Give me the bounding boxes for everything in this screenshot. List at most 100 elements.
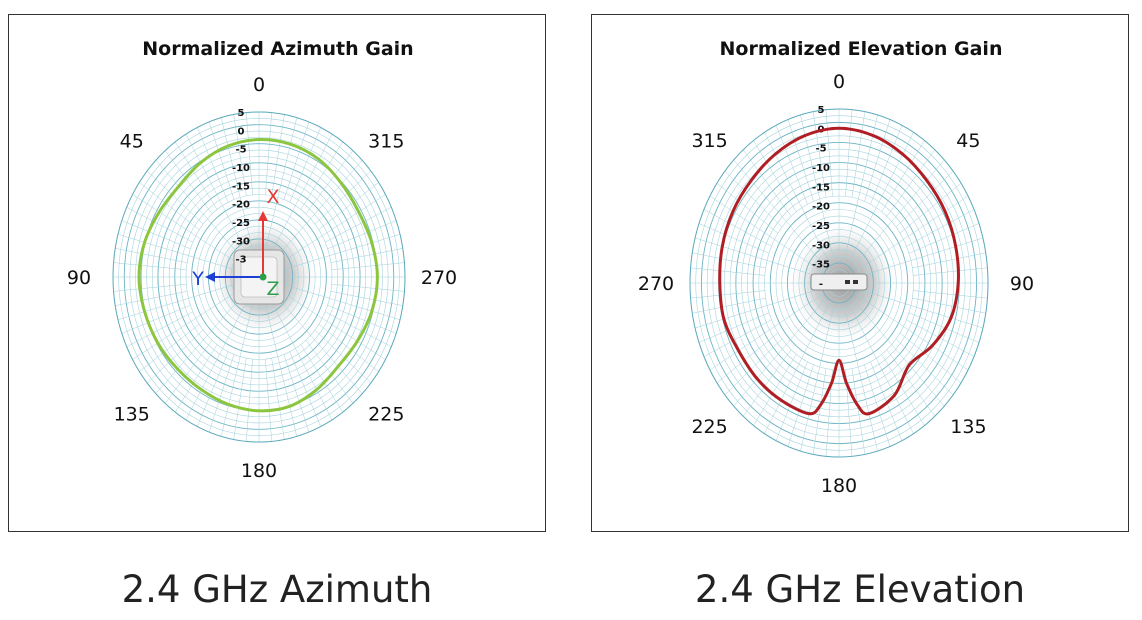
grid-spoke [895, 338, 954, 396]
grid-spoke [899, 332, 962, 383]
y-axis-label: Y [191, 268, 204, 290]
ring-label: -5 [235, 145, 246, 156]
azimuth-chart-panel: Normalized Azimuth Gain 5 0 -5 -10 -15 -20 -25… [8, 14, 546, 532]
grid-spoke [703, 209, 772, 247]
y-axis-arrowhead [205, 272, 215, 282]
grid-spoke [912, 252, 986, 269]
ring-label: -35 [812, 260, 830, 271]
grid-spoke [126, 207, 193, 243]
coordinate-axes: X Y Z [191, 186, 279, 300]
direction-label-90: 90 [67, 267, 91, 289]
grid-spoke [126, 311, 193, 347]
ring-label: 0 [238, 126, 245, 137]
grid-spoke [690, 267, 765, 276]
grid-spoke [800, 303, 835, 452]
grid-spoke [895, 170, 954, 228]
direction-label-315: 315 [691, 130, 727, 152]
grid-spoke [132, 194, 244, 268]
grid-spoke [283, 354, 310, 433]
polar-grid [689, 108, 989, 458]
grid-spoke [764, 300, 831, 434]
grid-spoke [812, 111, 827, 198]
grid-spoke [881, 354, 925, 426]
ring-label: -20 [812, 202, 830, 213]
grid-spoke [908, 312, 980, 343]
grid-spoke [695, 237, 822, 278]
grid-spoke [305, 340, 354, 404]
grid-spoke [155, 290, 247, 394]
ring-label: -20 [232, 200, 250, 211]
grid-spoke [825, 109, 833, 197]
ring-label: 5 [818, 105, 825, 116]
grid-spoke [913, 290, 988, 299]
grid-spoke [854, 195, 969, 273]
direction-label-45: 45 [120, 131, 144, 153]
direction-label-225: 225 [368, 403, 404, 425]
grid-spoke [854, 293, 969, 371]
grid-spoke [208, 121, 235, 200]
grid-spoke [246, 359, 253, 442]
gain-trace [718, 126, 960, 416]
grid-spoke [318, 324, 379, 372]
grid-spoke [695, 288, 822, 329]
grid-outer-ring [689, 108, 989, 458]
grid-spoke [300, 344, 343, 413]
grid-spoke [263, 296, 298, 437]
grid-spoke [132, 286, 244, 360]
grid-spoke [265, 112, 272, 195]
grid-spoke [716, 183, 779, 234]
grid-spoke [305, 150, 354, 214]
grid-spoke [912, 297, 986, 314]
grid-spoke [775, 361, 808, 441]
grid-spoke [283, 121, 310, 200]
direction-label-0: 0 [253, 74, 265, 96]
device-image [810, 273, 868, 291]
grid-outer-ring [112, 111, 406, 443]
grid-spoke [263, 117, 298, 258]
elevation-polar-chart: Normalized Elevation Gain 5 0 -5 -10 -15 -20 -… [638, 38, 1034, 497]
grid-spoke [753, 354, 797, 426]
grid-spoke [271, 290, 363, 394]
grid-spoke [185, 133, 251, 260]
grid-spoke [703, 319, 772, 357]
device-port [845, 280, 850, 284]
grid-spoke [327, 304, 397, 334]
direction-label-180: 180 [821, 475, 857, 497]
direction-label-270: 270 [638, 273, 674, 295]
grid-spoke [314, 170, 372, 225]
grid-spoke [709, 195, 824, 273]
grid-spoke [267, 133, 333, 260]
azimuth-caption: 2.4 GHz Azimuth [121, 568, 433, 611]
x-axis-arrowhead [258, 211, 268, 221]
direction-label-225: 225 [691, 416, 727, 438]
direction-label-0: 0 [833, 71, 845, 93]
ring-label: -30 [232, 236, 250, 247]
grid-spoke [331, 283, 405, 292]
grid-spoke [843, 114, 878, 263]
grid-spoke [267, 294, 333, 421]
grid-spoke [274, 286, 386, 360]
grid-spoke [733, 297, 827, 407]
direction-label-90: 90 [1010, 273, 1034, 295]
grid-spoke [709, 293, 824, 371]
ring-label: -30 [812, 240, 830, 251]
grid-spoke [265, 359, 272, 442]
grid-spoke [175, 141, 218, 210]
grid-spoke [117, 281, 243, 320]
grid-spoke [220, 117, 255, 258]
grid-spoke [113, 283, 187, 292]
grid-spoke [698, 312, 770, 343]
grid-spoke [847, 300, 914, 434]
direction-label-135: 135 [950, 416, 986, 438]
grid-spoke [851, 111, 866, 198]
grid-spoke [913, 267, 988, 276]
grid-spoke [800, 114, 835, 263]
grid-spoke [724, 338, 783, 396]
ring-label: -25 [232, 218, 250, 229]
grid-spoke [724, 170, 783, 228]
grid-spoke [864, 119, 891, 202]
ring-label: -3 [235, 255, 246, 266]
grid-spoke [121, 304, 191, 334]
direction-label-180: 180 [241, 460, 277, 482]
direction-label-45: 45 [956, 130, 980, 152]
